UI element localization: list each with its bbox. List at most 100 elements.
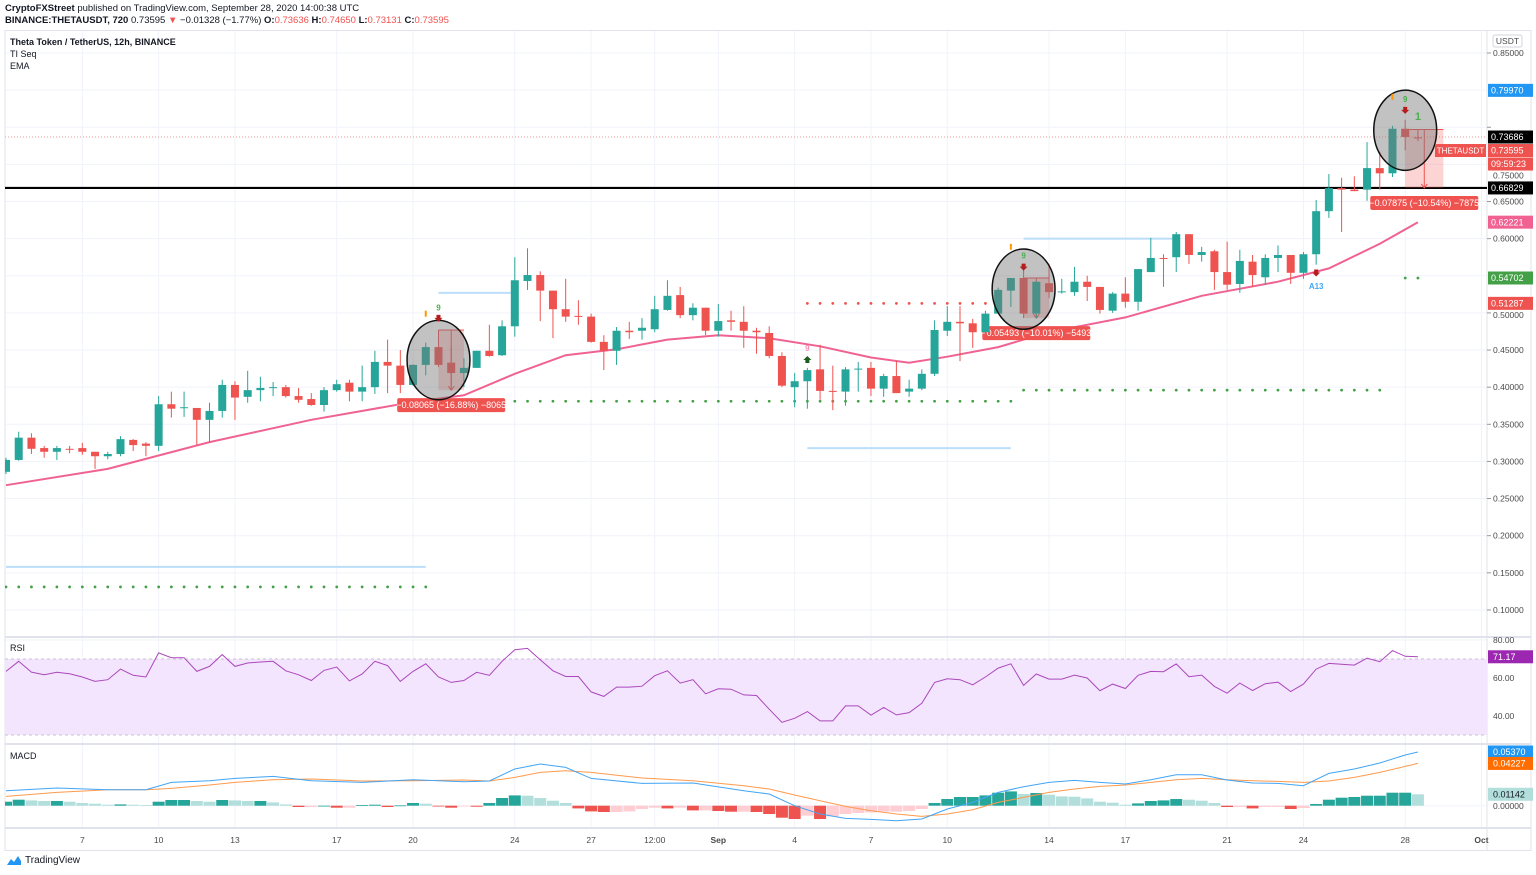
candle[interactable]: [676, 286, 685, 319]
candle[interactable]: [1223, 241, 1232, 290]
candle[interactable]: [1299, 252, 1308, 279]
candle[interactable]: [917, 369, 926, 391]
candle[interactable]: [599, 335, 608, 371]
candle[interactable]: [1197, 246, 1206, 262]
candle[interactable]: [803, 367, 812, 409]
candle[interactable]: [1172, 231, 1181, 273]
candle[interactable]: [421, 342, 430, 376]
candle[interactable]: [612, 327, 621, 365]
candle[interactable]: [243, 370, 252, 403]
candle[interactable]: [879, 373, 888, 397]
candle[interactable]: [192, 407, 201, 446]
candle[interactable]: [218, 379, 227, 418]
candle[interactable]: [472, 350, 481, 368]
candle[interactable]: [1032, 280, 1041, 319]
candle[interactable]: [930, 320, 939, 377]
candle[interactable]: [256, 376, 265, 402]
candle[interactable]: [78, 442, 87, 455]
candle[interactable]: [625, 321, 634, 339]
candle[interactable]: [650, 295, 659, 333]
candle[interactable]: [447, 347, 456, 391]
candle[interactable]: [1134, 269, 1143, 311]
candle[interactable]: [27, 433, 36, 455]
candle[interactable]: [1159, 254, 1168, 287]
candle[interactable]: [294, 387, 303, 403]
candle[interactable]: [370, 350, 379, 394]
candle[interactable]: [485, 324, 494, 357]
ellipse-drawing[interactable]: [406, 319, 471, 401]
candle[interactable]: [307, 393, 316, 406]
price-pane[interactable]: −0.08065 (−16.88%) −8065 −0.05493 (−10.01…: [2, 89, 1487, 589]
legend-ti-seq[interactable]: TI Seq: [10, 49, 37, 59]
candle[interactable]: [1350, 176, 1359, 192]
candle[interactable]: [358, 365, 367, 402]
legend-ema[interactable]: EMA: [10, 61, 30, 71]
candle[interactable]: [663, 280, 672, 311]
candle[interactable]: [167, 391, 176, 418]
candle[interactable]: [1248, 254, 1257, 287]
candle[interactable]: [1108, 292, 1117, 313]
candle[interactable]: [230, 381, 239, 420]
candle[interactable]: [281, 384, 290, 398]
candle[interactable]: [981, 310, 990, 336]
candle[interactable]: [841, 367, 850, 406]
candle[interactable]: [561, 278, 570, 322]
candle[interactable]: [739, 306, 748, 348]
candle[interactable]: [1235, 249, 1244, 293]
candle[interactable]: [727, 310, 736, 331]
candle[interactable]: [816, 344, 825, 400]
candle[interactable]: [790, 373, 799, 408]
candle[interactable]: [1210, 249, 1219, 290]
candle[interactable]: [1019, 269, 1028, 319]
candle[interactable]: [765, 326, 774, 359]
candle[interactable]: [52, 445, 61, 460]
candle[interactable]: [688, 303, 697, 321]
candle[interactable]: [1401, 119, 1410, 151]
candle[interactable]: [1375, 151, 1384, 190]
tradingview-logo[interactable]: TradingView: [6, 855, 80, 866]
candle[interactable]: [91, 451, 100, 469]
currency-unit-box[interactable]: [1492, 34, 1523, 48]
candle[interactable]: [205, 402, 214, 443]
candle[interactable]: [866, 361, 875, 397]
candle[interactable]: [1337, 177, 1346, 232]
candle[interactable]: [1312, 200, 1321, 265]
candle[interactable]: [548, 290, 557, 339]
candle[interactable]: [1274, 245, 1282, 273]
candle[interactable]: [1261, 254, 1270, 285]
candle[interactable]: [1070, 266, 1079, 296]
candle[interactable]: [116, 436, 125, 457]
candle[interactable]: [141, 442, 150, 457]
candle[interactable]: [180, 391, 189, 417]
candle[interactable]: [1095, 286, 1104, 314]
candle[interactable]: [943, 306, 952, 336]
candle[interactable]: [1184, 234, 1193, 264]
candle[interactable]: [1057, 278, 1066, 294]
candle[interactable]: [1363, 142, 1372, 201]
candle[interactable]: [1121, 277, 1130, 308]
candle[interactable]: [752, 327, 761, 354]
candle[interactable]: [498, 320, 507, 356]
candle[interactable]: [1413, 129, 1422, 142]
candle[interactable]: [103, 451, 112, 460]
ellipse-drawing[interactable]: [991, 248, 1056, 330]
candle[interactable]: [828, 365, 837, 411]
candle[interactable]: [956, 306, 964, 362]
candle[interactable]: [701, 307, 710, 336]
macd-pane[interactable]: [0, 751, 1424, 822]
candle[interactable]: [854, 361, 863, 392]
candle[interactable]: [714, 303, 723, 337]
candle[interactable]: [332, 379, 341, 392]
candle[interactable]: [383, 339, 392, 394]
candle[interactable]: [574, 300, 583, 325]
candle[interactable]: [638, 318, 646, 340]
candle[interactable]: [523, 248, 532, 290]
candle[interactable]: [129, 439, 138, 452]
legend-title[interactable]: Theta Token / TetherUS, 12h, BINANCE: [10, 37, 176, 47]
candle[interactable]: [154, 396, 163, 452]
candle[interactable]: [1006, 278, 1015, 307]
candle[interactable]: [536, 271, 545, 322]
candle[interactable]: [905, 379, 914, 397]
candle[interactable]: [14, 431, 23, 461]
ellipse-drawing[interactable]: [1373, 89, 1438, 172]
